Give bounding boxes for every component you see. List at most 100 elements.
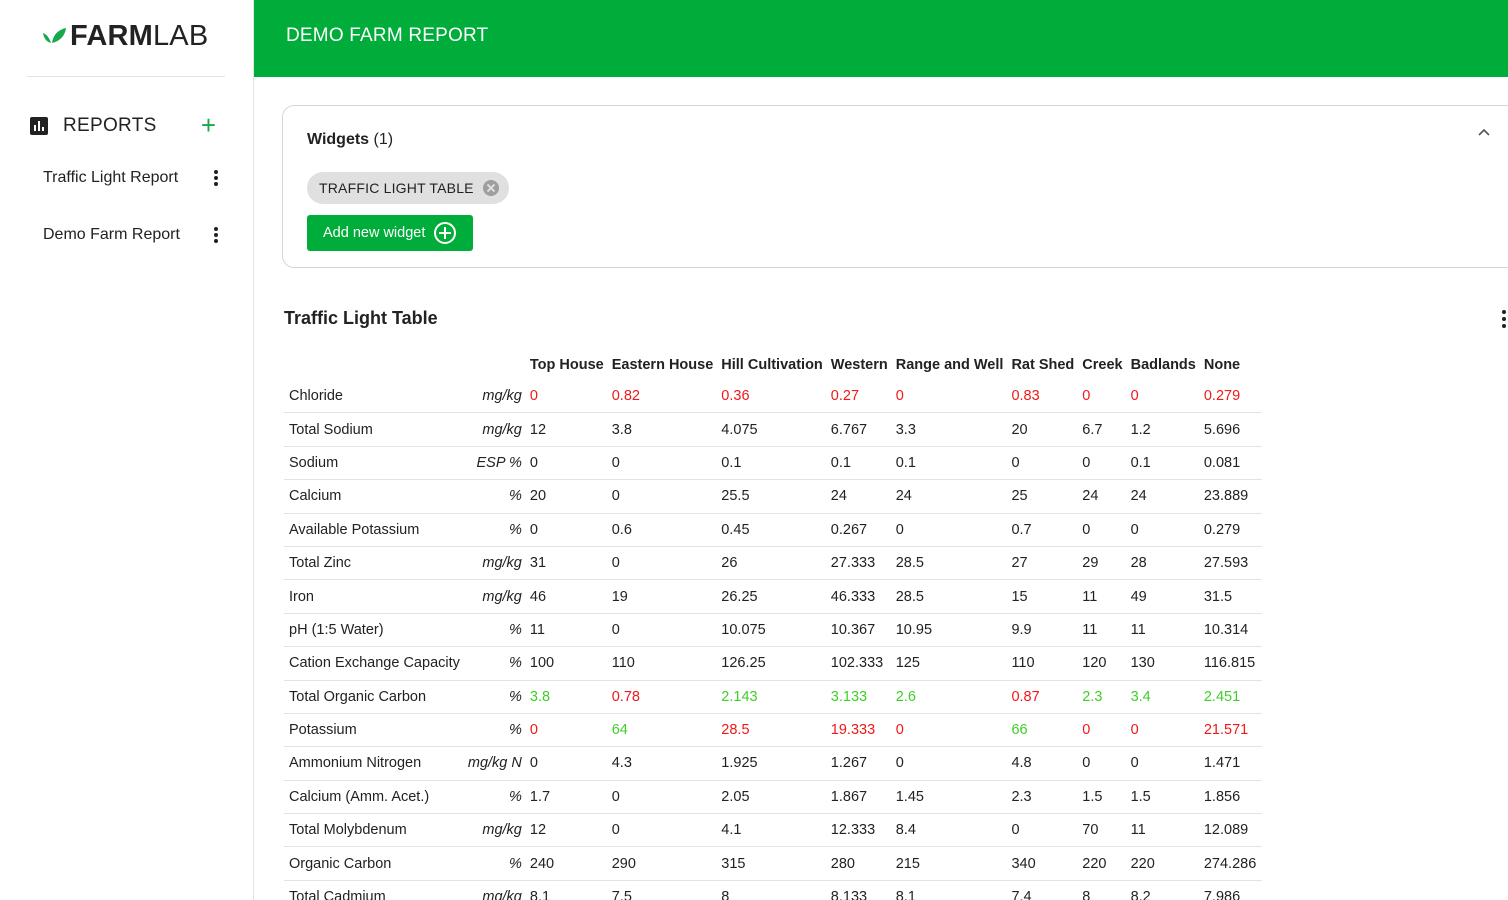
table-cell: 102.333 xyxy=(826,647,892,681)
table-cell: 28 xyxy=(1126,547,1200,581)
table-cell: 0.45 xyxy=(717,514,827,547)
logo-farm-text: FARM xyxy=(70,19,153,52)
table-cell: 10.367 xyxy=(826,614,892,648)
sidebar-item-label: Traffic Light Report xyxy=(43,169,179,186)
table-cell: 0.1 xyxy=(891,447,1008,481)
table-cell: 19.333 xyxy=(826,714,892,748)
table-cell: 0 xyxy=(1126,514,1200,547)
table-row: Calcium% 20 0 25.5 24 24 25 24 24 23.889 xyxy=(284,480,1262,514)
reports-section-header: REPORTS + xyxy=(30,110,220,140)
table-cell: 110 xyxy=(1007,647,1079,681)
table-cell: 5.696 xyxy=(1199,413,1262,447)
table-cell: 25.5 xyxy=(717,480,827,514)
row-name: Cation Exchange Capacity xyxy=(284,647,464,681)
table-row: Cation Exchange Capacity% 100 110 126.25 102… xyxy=(284,647,1262,681)
table-cell: 2.3 xyxy=(1078,681,1127,714)
table-cell: 0 xyxy=(525,514,608,547)
chevron-up-icon[interactable] xyxy=(1477,126,1491,140)
table-cell: 8 xyxy=(1078,881,1126,900)
table-cell: 10.314 xyxy=(1199,614,1262,648)
table-cell: 0 xyxy=(607,480,718,514)
table-cell: 25 xyxy=(1007,480,1079,514)
column-header: Creek xyxy=(1082,357,1123,373)
table-cell: 28.5 xyxy=(891,547,1008,581)
row-name: Iron xyxy=(284,580,464,614)
table-cell: 19 xyxy=(607,580,718,614)
widget-chip-traffic-light-table[interactable]: TRAFFIC LIGHT TABLE xyxy=(307,172,509,204)
table-cell: 0.279 xyxy=(1199,514,1262,547)
add-report-button[interactable]: + xyxy=(200,110,216,140)
row-unit: mg/kg xyxy=(464,881,526,900)
bar-chart-icon xyxy=(30,117,48,135)
table-header-row: Top House Eastern House Hill Cultivation We… xyxy=(284,350,1262,380)
table-cell: 12 xyxy=(525,814,608,848)
table-cell: 2.143 xyxy=(717,681,827,714)
table-cell: 0.78 xyxy=(607,681,718,714)
table-row: Total Organic Carbon% 3.8 0.78 2.143 3.133 2.… xyxy=(284,681,1262,714)
table-cell: 215 xyxy=(891,847,1008,881)
remove-chip-icon[interactable] xyxy=(482,180,499,196)
row-name: pH (1:5 Water) xyxy=(284,614,464,648)
table-cell: 8.4 xyxy=(891,814,1008,848)
table-cell: 24 xyxy=(1126,480,1200,514)
row-unit: mg/kg xyxy=(463,380,526,414)
table-cell: 0 xyxy=(891,514,1008,547)
row-name: Total Organic Carbon xyxy=(284,681,464,714)
row-name: Sodium xyxy=(284,447,464,481)
table-cell: 10.95 xyxy=(891,614,1008,648)
table-cell: 28.5 xyxy=(717,714,827,748)
table-cell: 6.7 xyxy=(1078,413,1127,447)
table-cell: 0 xyxy=(891,380,1008,414)
table-cell: 8.2 xyxy=(1127,881,1200,900)
table-cell: 1.925 xyxy=(717,747,827,781)
row-unit: ESP % xyxy=(463,447,526,481)
table-cell: 70 xyxy=(1078,814,1127,848)
farmlab-logo[interactable]: FARM LAB xyxy=(40,20,208,52)
sidebar-item-demo-farm-report[interactable]: Demo Farm Report xyxy=(43,221,223,249)
table-cell: 0 xyxy=(607,547,718,581)
table-cell: 1.867 xyxy=(826,781,892,815)
more-vert-icon[interactable] xyxy=(209,168,223,188)
add-new-widget-button[interactable]: Add new widget xyxy=(307,215,473,251)
table-cell: 12.333 xyxy=(826,814,892,848)
table-cell: 0.27 xyxy=(826,380,892,414)
row-unit: mg/kg xyxy=(463,814,526,848)
table-cell: 3.3 xyxy=(891,413,1008,447)
row-name: Calcium (Amm. Acet.) xyxy=(284,781,464,815)
table-cell: 11 xyxy=(1078,614,1127,648)
table-cell: 0 xyxy=(525,747,608,781)
table-cell: 0 xyxy=(525,714,608,748)
table-cell: 10.075 xyxy=(717,614,827,648)
table-cell: 274.286 xyxy=(1199,847,1262,881)
table-cell: 280 xyxy=(826,847,892,881)
column-header: Top House xyxy=(529,357,604,373)
more-vert-icon[interactable] xyxy=(209,225,223,245)
table-cell: 27 xyxy=(1007,547,1079,581)
table-cell: 120 xyxy=(1078,647,1127,681)
row-unit: mg/kg xyxy=(463,547,526,581)
sidebar-item-traffic-light-report[interactable]: Traffic Light Report xyxy=(43,164,223,192)
row-unit: % xyxy=(463,847,526,881)
table-cell: 7.986 xyxy=(1200,881,1262,900)
row-name: Chloride xyxy=(284,380,464,414)
column-header: Western xyxy=(830,357,888,373)
row-unit: % xyxy=(463,614,526,648)
table-cell: 1.45 xyxy=(891,781,1008,815)
table-cell: 0 xyxy=(1078,514,1127,547)
table-cell: 27.333 xyxy=(826,547,892,581)
table-cell: 220 xyxy=(1126,847,1200,881)
table-cell: 0.87 xyxy=(1007,681,1079,714)
table-cell: 8.133 xyxy=(827,881,892,900)
table-row: Ammonium Nitrogen mg/kg N 0 4.3 1.925 1.267 0 4… xyxy=(284,747,1262,781)
table-cell: 125 xyxy=(891,647,1008,681)
table-cell: 0.82 xyxy=(607,380,718,414)
table-row: Total Cadmium mg/kg 8.1 7.5 8 8.133 8.1 7.4 8 8.2… xyxy=(284,881,1262,900)
table-cell: 0 xyxy=(525,380,608,414)
sidebar-item-label: Demo Farm Report xyxy=(43,226,180,243)
table-cell: 0 xyxy=(1007,447,1079,481)
table-cell: 20 xyxy=(1007,413,1079,447)
widgets-count: (1) xyxy=(373,131,394,148)
table-more-vert-icon[interactable] xyxy=(1502,310,1508,328)
table-row: Organic Carbon% 240 290 315 280 215 340 220 220 2… xyxy=(284,847,1262,881)
table-row: Total Zinc mg/kg 31 0 26 27.333 28.5 27 29 28 27.5… xyxy=(284,547,1262,581)
